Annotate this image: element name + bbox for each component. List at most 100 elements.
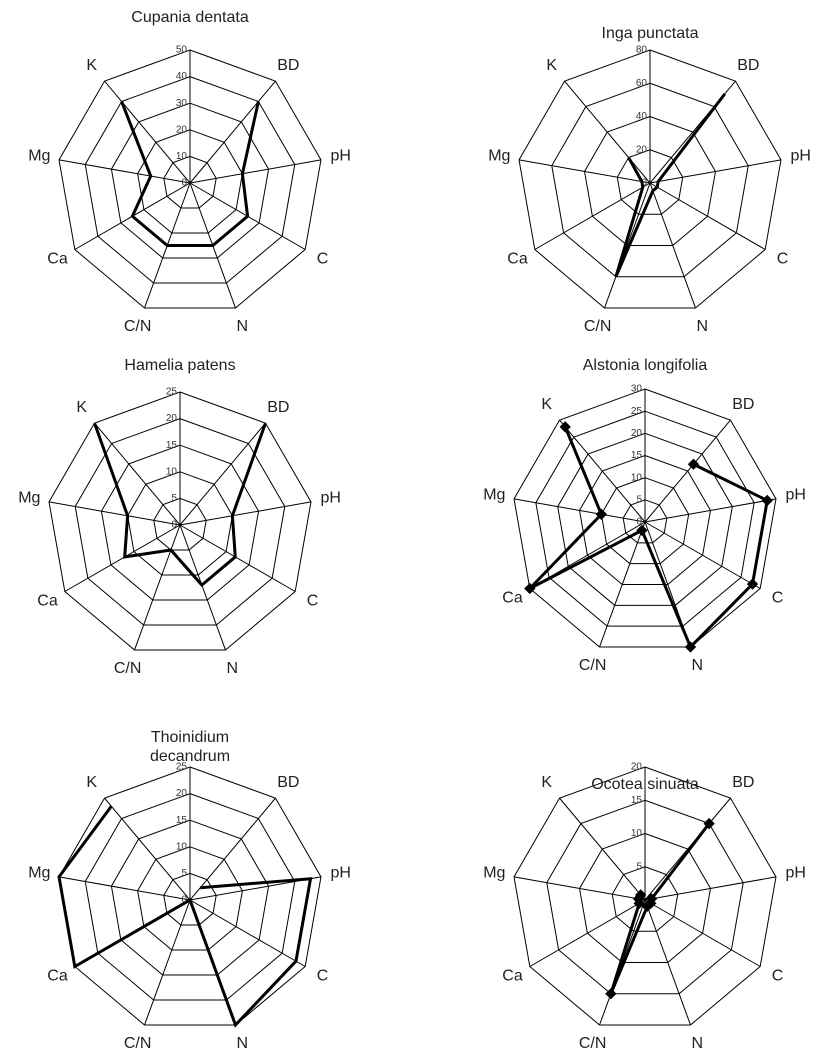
grid-ring [518, 49, 782, 309]
tick-label: 20 [631, 428, 643, 439]
grid-ring [583, 115, 717, 246]
axis-label: C [772, 968, 784, 985]
spoke [48, 501, 181, 526]
marker [636, 524, 648, 536]
axis-label: pH [785, 865, 805, 882]
axis-label: Ca [47, 251, 68, 268]
spoke [189, 797, 276, 901]
tick-label: 10 [166, 466, 178, 477]
tick-label: 40 [176, 71, 188, 82]
grid-ring [58, 49, 322, 309]
grid-ring [110, 102, 270, 259]
tick-label: 60 [636, 78, 648, 89]
spoke [104, 797, 191, 901]
axis-label: N [227, 660, 239, 677]
grid-ring [611, 866, 679, 932]
axis-label: BD [277, 57, 299, 74]
axis-label: BD [277, 774, 299, 791]
grid-ring [513, 766, 777, 1026]
axis-label: Ca [502, 968, 523, 985]
marker [687, 458, 700, 470]
marker [635, 889, 647, 901]
tick-label: 15 [631, 450, 643, 461]
grid-ring [578, 832, 712, 963]
spoke [644, 521, 761, 589]
tick-label: 20 [636, 144, 648, 155]
axis-label: N [237, 318, 249, 335]
tick-label: 25 [631, 406, 643, 417]
axis-label: C [317, 251, 329, 268]
tick-label: 15 [176, 815, 188, 826]
spoke [529, 899, 646, 967]
axis-label: N [692, 1035, 704, 1052]
axis-label: C [307, 593, 319, 610]
spoke [179, 422, 266, 526]
marker [761, 494, 773, 507]
axis-label: N [697, 318, 709, 335]
spoke [94, 422, 181, 526]
marker [605, 988, 617, 1000]
spoke [58, 159, 191, 184]
axis-label: BD [732, 774, 754, 791]
axis-label: C/N [584, 318, 612, 335]
spoke [534, 182, 651, 250]
spoke [564, 80, 651, 184]
spoke [644, 876, 777, 901]
axis-label: K [541, 774, 552, 791]
chart-title: Ocotea sinuata [591, 776, 699, 793]
spoke [144, 899, 191, 1026]
tick-label: 30 [176, 98, 188, 109]
grid-ring [513, 388, 777, 648]
spoke [64, 524, 181, 592]
spoke [649, 159, 782, 184]
tick-label: 50 [176, 45, 188, 56]
tick-label: 10 [631, 472, 643, 483]
axis-label: C [777, 251, 789, 268]
axis-label: C/N [124, 318, 152, 335]
axis-label: K [541, 396, 552, 413]
data-line [528, 426, 769, 650]
axis-label: K [86, 57, 97, 74]
axis-label: Mg [483, 865, 505, 882]
tick-label: 0 [181, 895, 187, 906]
chart-title: Cupania dentata [131, 9, 249, 26]
spoke [604, 182, 651, 309]
grid-ring [153, 497, 207, 551]
axis-label: BD [267, 399, 289, 416]
grid-ring [110, 819, 270, 976]
axis-label: Ca [47, 968, 68, 985]
tick-label: 10 [176, 151, 188, 162]
grid-ring [100, 444, 260, 601]
spoke [189, 899, 306, 967]
axis-label: C/N [114, 660, 142, 677]
grid-ring [616, 149, 684, 215]
grid-ring [557, 432, 733, 606]
axis-label: BD [737, 57, 759, 74]
spoke [179, 524, 226, 651]
tick-label: 15 [631, 795, 643, 806]
axis-label: pH [320, 490, 340, 507]
axis-label: C [317, 968, 329, 985]
tick-label: 5 [171, 493, 177, 504]
marker [595, 508, 607, 520]
tick-label: 40 [636, 111, 648, 122]
axis-label: K [76, 399, 87, 416]
spoke [649, 182, 766, 250]
grid-ring [163, 155, 217, 209]
spoke [644, 899, 761, 967]
tick-label: 0 [171, 520, 177, 531]
tick-label: 5 [181, 868, 187, 879]
spoke [559, 419, 646, 523]
grid-ring [600, 477, 690, 565]
spoke [189, 159, 322, 184]
tick-label: 5 [636, 494, 642, 505]
spoke [134, 524, 181, 651]
axis-label: C/N [124, 1035, 152, 1052]
tick-label: 80 [636, 45, 648, 56]
grid-ring [546, 799, 744, 995]
axis-label: pH [785, 487, 805, 504]
grid-ring [535, 410, 755, 627]
chart-title: Hamelia patens [124, 357, 236, 374]
